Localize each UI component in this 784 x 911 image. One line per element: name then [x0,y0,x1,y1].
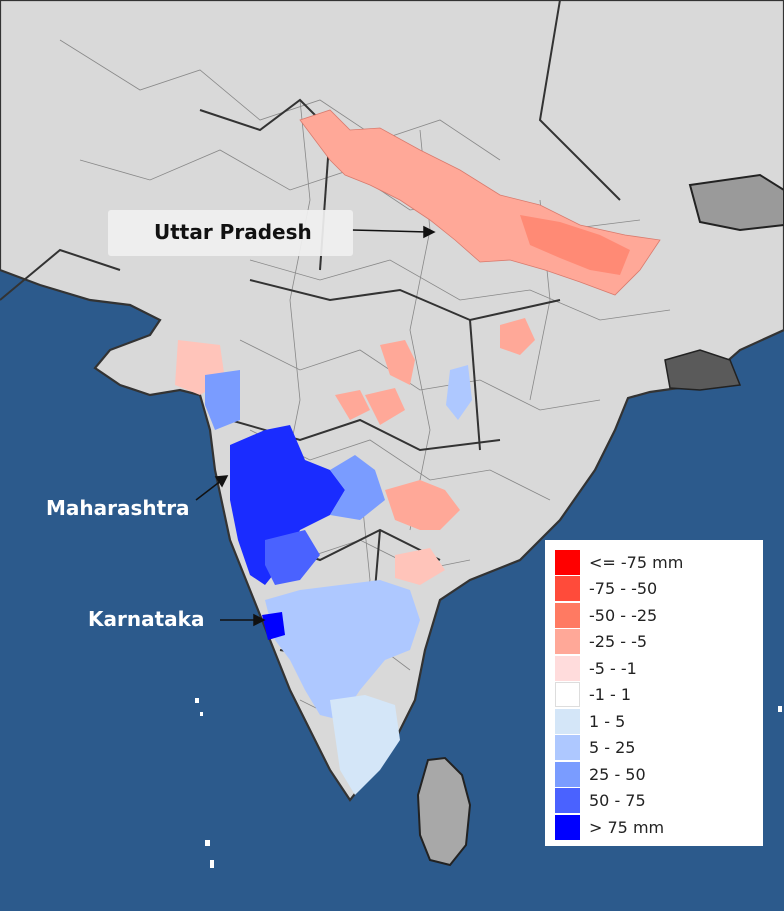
legend-swatch [555,708,580,734]
surplus-region-south-tip [330,695,400,795]
legend-swatch [555,682,580,708]
surplus-patch-1 [446,365,472,420]
legend-label: > 75 mm [589,817,665,837]
label-maharashtra: Maharashtra [46,496,190,520]
deficit-patch-3 [335,390,370,420]
legend-row: -1 - 1 [555,682,763,709]
legend-label: -75 - -50 [589,579,658,599]
deficit-region-north-dark [520,215,630,275]
legend-row: 1 - 5 [555,708,763,735]
surplus-patch-2 [205,370,240,430]
legend-row: 25 - 50 [555,761,763,788]
legend-row: > 75 mm [555,814,763,841]
legend-swatch [555,602,580,628]
legend-swatch [555,549,580,575]
sri-lanka [416,756,472,867]
legend-row: -75 - -50 [555,576,763,603]
east-coast-dark [664,349,742,391]
bangladesh-region [688,173,784,232]
legend-swatch [555,629,580,655]
legend-label: 1 - 5 [589,711,626,731]
label-uttar-pradesh-box: Uttar Pradesh [108,210,353,256]
legend-swatch [555,788,580,814]
deficit-patch-1 [500,318,535,355]
legend-swatch [555,814,580,840]
label-karnataka: Karnataka [88,607,205,631]
legend-label: -5 - -1 [589,658,637,678]
legend-label: 50 - 75 [589,791,646,811]
legend-row: <= -75 mm [555,549,763,576]
legend-swatch [555,576,580,602]
legend-swatch [555,761,580,787]
surplus-region-karnataka [265,580,420,720]
legend: <= -75 mm -75 - -50 -50 - -25 -25 - -5 -5 - … [545,540,763,846]
legend-swatch [555,655,580,681]
surplus-region-karnataka-dark [262,612,285,640]
legend-label: 5 - 25 [589,738,636,758]
legend-row: 5 - 25 [555,735,763,762]
legend-label: -50 - -25 [589,605,658,625]
legend-label: <= -75 mm [589,552,684,572]
surplus-region-maharashtra [230,425,345,585]
deficit-patch-4 [365,388,405,425]
legend-row: -5 - -1 [555,655,763,682]
surplus-region-maharashtra-outer [330,455,385,520]
islands [195,698,782,868]
legend-label: 25 - 50 [589,764,646,784]
deficit-patch-east [385,480,460,530]
deficit-patch-south-east [395,548,445,585]
legend-row: 50 - 75 [555,788,763,815]
surplus-region-maharashtra-south [265,530,320,585]
legend-swatch [555,735,580,761]
legend-label: -1 - 1 [589,685,632,705]
deficit-patch-2 [380,340,415,385]
annotation-arrows [195,225,436,627]
legend-label: -25 - -5 [589,632,648,652]
legend-row: -50 - -25 [555,602,763,629]
label-uttar-pradesh: Uttar Pradesh [154,220,312,244]
legend-row: -25 - -5 [555,629,763,656]
